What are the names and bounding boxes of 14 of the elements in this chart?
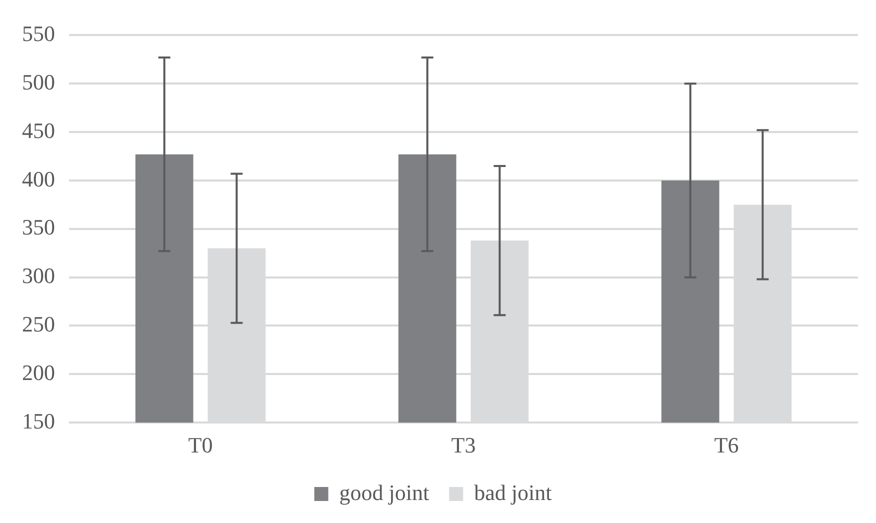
y-tick-label: 450 xyxy=(22,118,55,143)
y-tick-label: 550 xyxy=(22,20,55,46)
legend-label: good joint xyxy=(339,480,430,505)
x-tick-label: T6 xyxy=(714,432,739,458)
y-tick-label: 250 xyxy=(22,312,55,337)
y-tick-label: 500 xyxy=(22,69,55,94)
x-tick-label: T0 xyxy=(188,432,213,458)
x-tick-label: T3 xyxy=(451,432,476,458)
y-tick-label: 400 xyxy=(22,166,55,192)
y-tick-label: 350 xyxy=(22,214,55,240)
y-tick-label: 150 xyxy=(22,408,55,434)
y-tick-label: 300 xyxy=(22,263,55,288)
legend-label: bad joint xyxy=(474,480,552,505)
y-tick-label: 200 xyxy=(22,360,55,385)
